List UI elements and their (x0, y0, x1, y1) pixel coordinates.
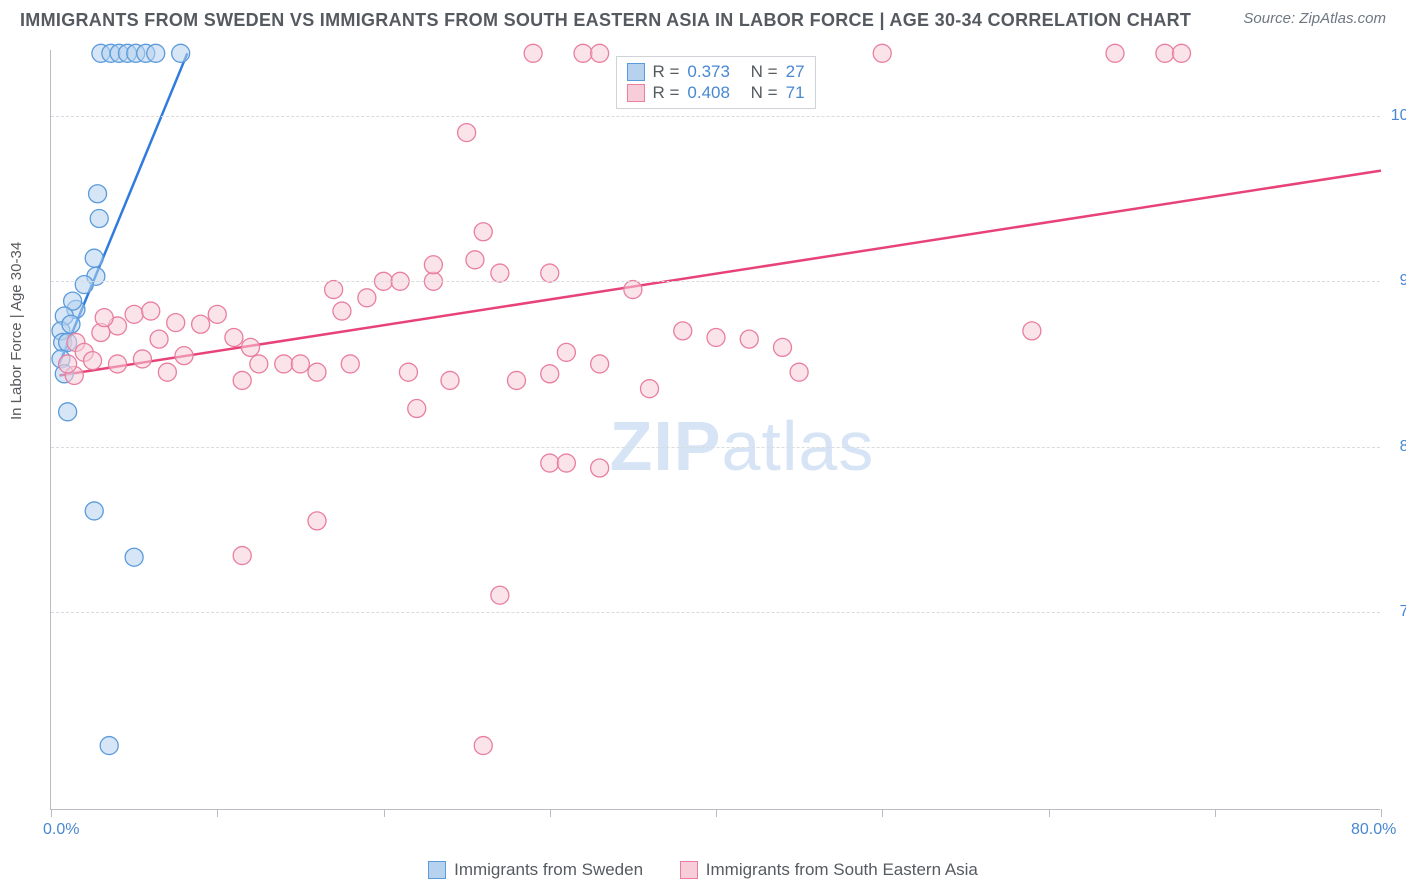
swatch-sea (626, 84, 644, 102)
r-value-sweden: 0.373 (687, 62, 730, 82)
x-tick-label: 80.0% (1351, 821, 1396, 839)
x-tick-label: 0.0% (43, 821, 79, 839)
legend-row-sweden: R = 0.373 N = 27 (626, 62, 804, 82)
swatch-sweden (626, 63, 644, 81)
legend-item-sweden: Immigrants from Sweden (428, 860, 643, 880)
n-label: N = (751, 62, 778, 82)
chart-plot-area: R = 0.373 N = 27 R = 0.408 N = 71 ZIPatl… (50, 50, 1380, 810)
y-tick-label: 100.0% (1391, 107, 1406, 125)
source-attribution: Source: ZipAtlas.com (1243, 10, 1386, 27)
scatter-plot-svg (51, 50, 1380, 809)
swatch-sweden-icon (428, 861, 446, 879)
y-tick-label: 70.0% (1400, 603, 1406, 621)
legend-label-sea: Immigrants from South Eastern Asia (706, 860, 978, 880)
n-value-sea: 71 (786, 83, 805, 103)
n-label: N = (751, 83, 778, 103)
correlation-legend: R = 0.373 N = 27 R = 0.408 N = 71 (615, 56, 815, 109)
r-label: R = (652, 83, 679, 103)
y-tick-label: 80.0% (1400, 438, 1406, 456)
series-legend: Immigrants from Sweden Immigrants from S… (0, 860, 1406, 884)
r-value-sea: 0.408 (687, 83, 730, 103)
chart-title: IMMIGRANTS FROM SWEDEN VS IMMIGRANTS FRO… (20, 10, 1191, 31)
legend-row-sea: R = 0.408 N = 71 (626, 83, 804, 103)
y-tick-label: 90.0% (1400, 272, 1406, 290)
r-label: R = (652, 62, 679, 82)
legend-item-sea: Immigrants from South Eastern Asia (680, 860, 978, 880)
source-link[interactable]: ZipAtlas.com (1299, 10, 1386, 27)
swatch-sea-icon (680, 861, 698, 879)
source-prefix: Source: (1243, 10, 1299, 27)
n-value-sweden: 27 (786, 62, 805, 82)
legend-label-sweden: Immigrants from Sweden (454, 860, 643, 880)
y-axis-label: In Labor Force | Age 30-34 (8, 242, 25, 420)
